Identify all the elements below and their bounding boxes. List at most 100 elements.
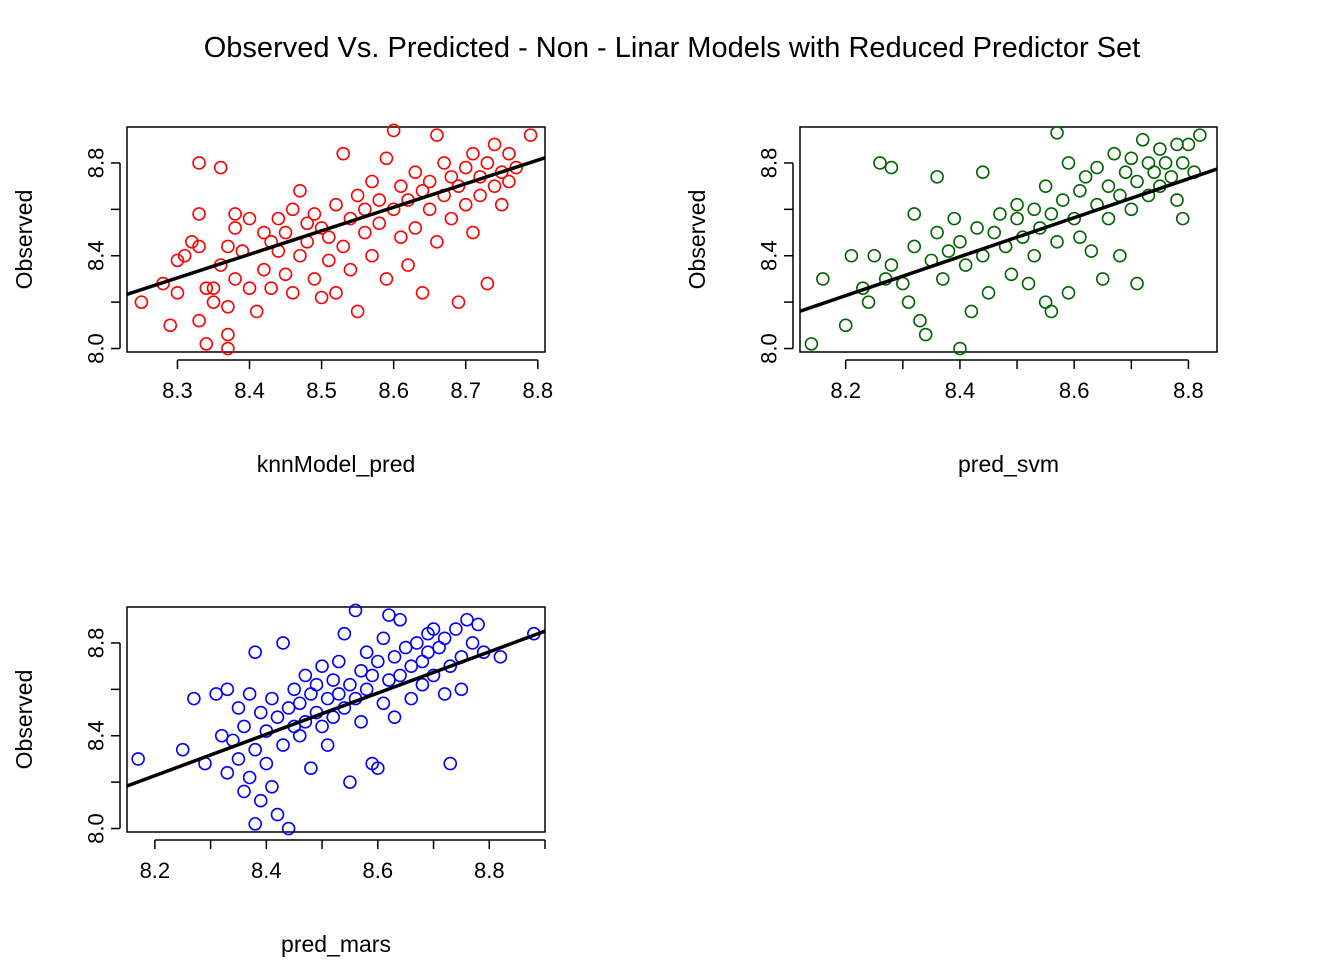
mars-data-point [410,636,424,650]
mars-data-point [187,691,201,706]
knn-data-point [365,174,379,189]
knn-scatter-panel: 8.3 8.4 8.5 8.6 8.7 8.8 8.0 8.4 8.8 knnModel_pred… [11,123,553,477]
knn-data-point [473,188,487,203]
mars-data-point [270,710,285,724]
knn-data-point [300,216,314,231]
svm-data-point [930,170,944,184]
svm-data-point [913,313,927,328]
mars-data-point [320,691,335,706]
knn-data-point [394,179,408,193]
knn-data-point [192,156,206,170]
knn-data-point [350,304,365,319]
svm-data-point [1170,193,1184,207]
knn-data-point [444,211,459,226]
knn-data-point [350,188,365,203]
mars-data-point [209,687,223,701]
mars-data-point [393,668,407,683]
knn-data-point [329,286,343,300]
knn-data-point [487,179,502,193]
knn-data-point [458,160,473,175]
knn-data-point [242,281,257,296]
knn-data-point [451,179,466,193]
knn-data-point [221,239,235,254]
svm-data-point [1044,304,1059,319]
mars-data-point [443,659,458,673]
knn-data-point [177,248,192,263]
knn-data-point [192,313,206,328]
svm-data-point [1107,146,1121,161]
mars-data-point [376,631,391,646]
mars-x-tick-label: 8.6 [363,858,394,883]
svm-data-point [953,341,967,356]
svm-x-tick-label: 8.2 [830,378,861,403]
knn-data-point [379,272,394,286]
mars-data-point [287,682,302,697]
mars-data-point [370,761,385,776]
mars-y-tick-label: 8.8 [84,628,109,659]
svm-data-point [873,156,887,170]
figure-title: Observed Vs. Predicted - Non - Linar Mod… [204,32,1140,64]
svm-y-tick-label: 8.0 [757,333,782,364]
svm-data-point [1181,137,1196,152]
knn-data-point [386,123,401,138]
knn-data-point [336,146,351,161]
knn-x-tick-label: 8.4 [234,378,265,403]
knn-data-point [444,170,459,184]
mars-x-axis-label: pred_mars [281,931,391,957]
svm-data-point [975,165,990,180]
knn-data-point [199,337,214,351]
knn-x-tick-label: 8.8 [522,378,553,403]
svm-data-point [1044,207,1059,221]
knn-data-point [185,235,199,249]
mars-data-point [304,761,318,776]
svm-data-point [1193,128,1207,142]
mars-data-point [281,701,296,715]
mars-data-point [231,701,246,715]
svm-data-point [884,258,899,272]
mars-data-point [437,631,452,646]
mars-data-point [343,775,357,789]
svm-y-axis-label: Observed [684,190,710,290]
svm-data-point [958,258,973,272]
knn-data-point [430,235,444,249]
knn-data-point [192,239,206,254]
knn-y-tick-label: 8.4 [84,240,109,271]
knn-data-point [458,197,473,212]
knn-data-point [257,262,271,277]
mars-data-point [326,673,341,687]
mars-data-point [443,756,458,771]
knn-y-tick-label: 8.0 [84,333,109,364]
knn-fit-line [127,156,545,297]
mars-data-point [331,654,346,669]
knn-data-point [278,267,293,282]
mars-x-tick-label: 8.2 [140,858,171,883]
mars-data-point [404,659,419,673]
mars-data-point [248,742,262,757]
mars-data-point [265,779,279,794]
svm-data-point [1130,276,1144,291]
mars-data-point [248,645,262,660]
mars-data-point [320,738,335,752]
knn-data-point [408,221,423,235]
mars-data-point [370,654,385,669]
svm-data-point [987,225,1002,240]
knn-data-point [199,281,214,296]
mars-data-point [270,807,285,822]
knn-data-point [228,207,242,221]
knn-data-point [264,281,278,296]
knn-data-point [401,258,415,272]
knn-data-point [372,216,387,231]
knn-data-point [206,281,221,296]
knn-data-point [285,286,300,300]
knn-data-point [228,272,242,286]
knn-data-point [329,197,343,212]
knn-data-point [523,128,538,142]
mars-data-point [354,663,368,678]
knn-plot-frame [126,126,546,353]
knn-data-point [487,137,502,152]
svm-data-point [1113,248,1127,263]
mars-fit-line [127,629,545,788]
mars-data-point [354,715,368,729]
mars-y-axis-label: Observed [11,670,37,770]
mars-data-point [242,687,257,701]
